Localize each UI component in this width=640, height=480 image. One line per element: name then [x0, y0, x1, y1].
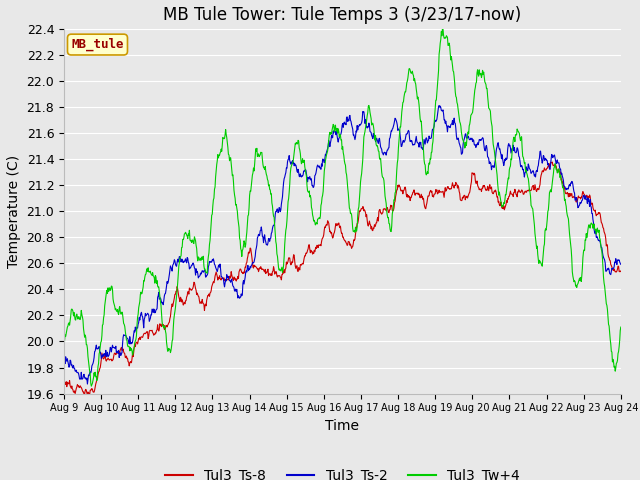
Y-axis label: Temperature (C): Temperature (C): [7, 155, 21, 268]
Tul3_Ts-8: [60, 379, 68, 385]
Tul3_Ts-8: [118, 345, 125, 350]
Text: MB_tule: MB_tule: [71, 38, 124, 51]
Tul3_Ts-2: [84, 381, 92, 387]
Tul3_Ts-2: [118, 350, 125, 356]
Tul3_Tw+4: [118, 311, 125, 317]
Tul3_Tw+4: [438, 25, 446, 31]
Tul3_Ts-2: [306, 174, 314, 180]
Line: Tul3_Ts-8: Tul3_Ts-8: [64, 162, 621, 396]
Tul3_Ts-8: [306, 246, 314, 252]
Tul3_Ts-8: [286, 255, 294, 261]
Tul3_Tw+4: [444, 35, 451, 40]
Tul3_Ts-2: [444, 129, 451, 135]
Tul3_Ts-8: [84, 393, 92, 398]
Tul3_Ts-2: [435, 103, 443, 108]
Tul3_Ts-2: [506, 143, 513, 149]
Tul3_Ts-8: [505, 193, 513, 199]
Tul3_Ts-8: [617, 269, 625, 275]
Tul3_Tw+4: [495, 189, 503, 195]
Tul3_Tw+4: [286, 181, 294, 187]
Tul3_Ts-8: [443, 186, 451, 192]
Tul3_Ts-8: [495, 198, 502, 204]
Tul3_Ts-8: [548, 159, 556, 165]
Title: MB Tule Tower: Tule Temps 3 (3/23/17-now): MB Tule Tower: Tule Temps 3 (3/23/17-now…: [163, 6, 522, 24]
Tul3_Tw+4: [88, 383, 95, 389]
Tul3_Ts-2: [617, 262, 625, 267]
Tul3_Tw+4: [506, 167, 513, 173]
Tul3_Tw+4: [617, 324, 625, 330]
Tul3_Ts-2: [60, 360, 68, 365]
Tul3_Tw+4: [60, 346, 68, 351]
Tul3_Tw+4: [306, 194, 314, 200]
X-axis label: Time: Time: [325, 419, 360, 433]
Legend: Tul3_Ts-8, Tul3_Ts-2, Tul3_Tw+4: Tul3_Ts-8, Tul3_Ts-2, Tul3_Tw+4: [159, 464, 525, 480]
Tul3_Ts-2: [495, 146, 503, 152]
Line: Tul3_Tw+4: Tul3_Tw+4: [64, 28, 621, 386]
Line: Tul3_Ts-2: Tul3_Ts-2: [64, 106, 621, 384]
Tul3_Ts-2: [286, 158, 294, 164]
